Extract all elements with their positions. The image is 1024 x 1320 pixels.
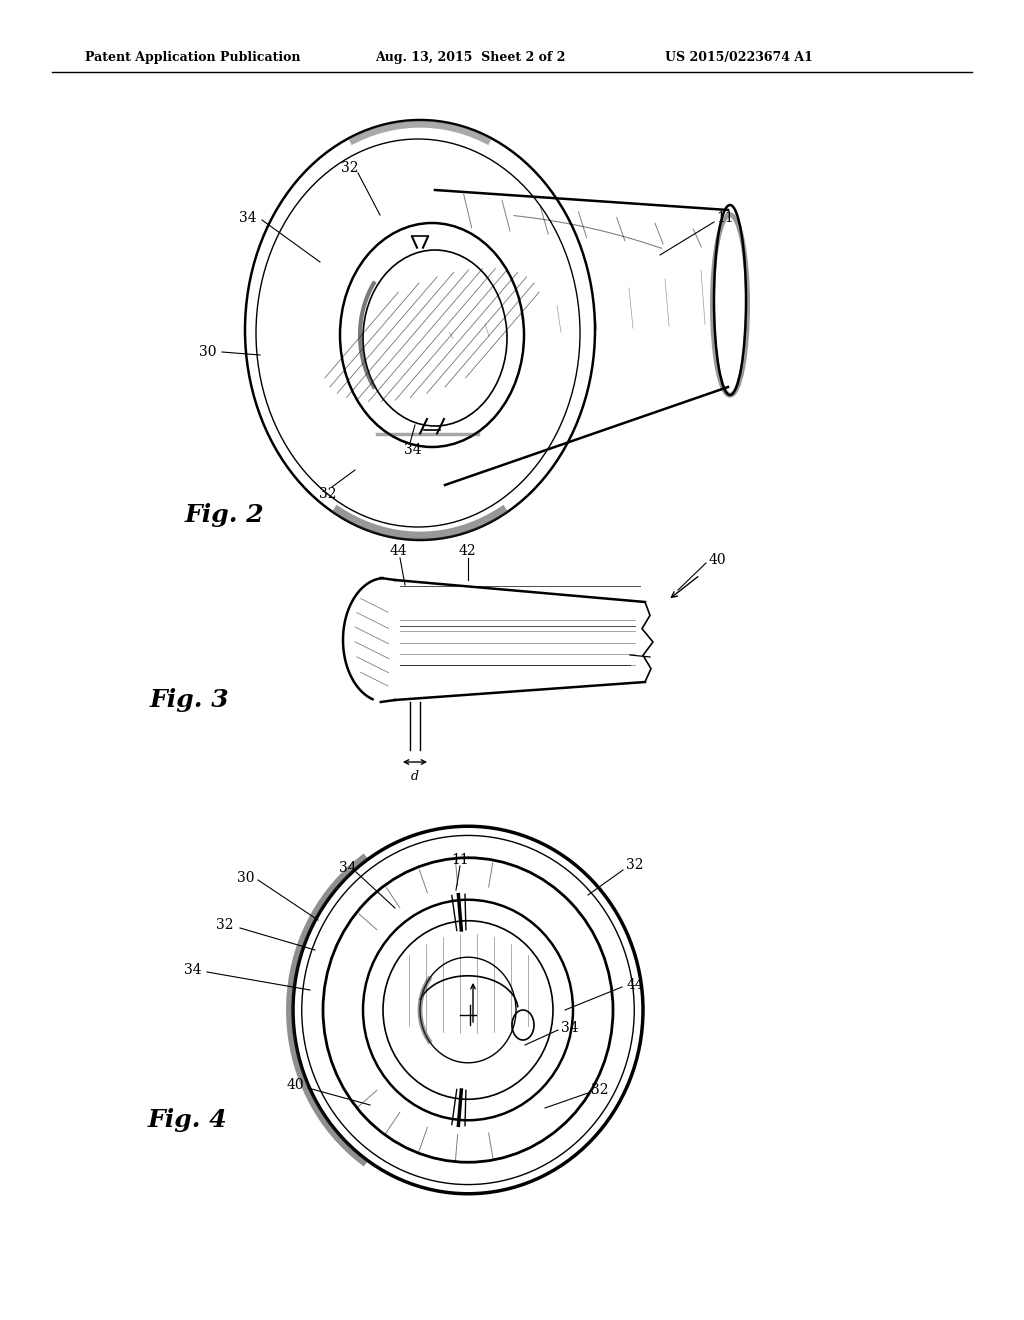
Text: Fig. 3: Fig. 3 [150,688,229,711]
Text: 11: 11 [452,853,469,867]
Text: Patent Application Publication: Patent Application Publication [85,51,300,65]
Text: Fig. 4: Fig. 4 [148,1107,227,1133]
Text: 32: 32 [216,917,233,932]
Text: 44: 44 [389,544,407,558]
Text: 44: 44 [626,978,644,993]
Text: US 2015/0223674 A1: US 2015/0223674 A1 [665,51,813,65]
Text: 34: 34 [339,861,356,875]
Text: 30: 30 [200,345,217,359]
Text: 32: 32 [341,161,358,176]
Text: 40: 40 [709,553,726,568]
Text: 32: 32 [319,487,337,502]
Text: 32: 32 [591,1082,608,1097]
Text: 34: 34 [404,444,422,457]
Text: 34: 34 [184,964,202,977]
Text: Aug. 13, 2015  Sheet 2 of 2: Aug. 13, 2015 Sheet 2 of 2 [375,51,565,65]
Text: d: d [411,770,419,783]
Text: Fig. 2: Fig. 2 [185,503,264,527]
Text: 34: 34 [561,1020,579,1035]
Text: 42: 42 [458,544,476,558]
Text: 40: 40 [286,1078,304,1092]
Text: 30: 30 [238,871,255,884]
Text: 34: 34 [240,211,257,224]
Text: 11: 11 [716,211,734,224]
Text: 32: 32 [627,858,644,873]
